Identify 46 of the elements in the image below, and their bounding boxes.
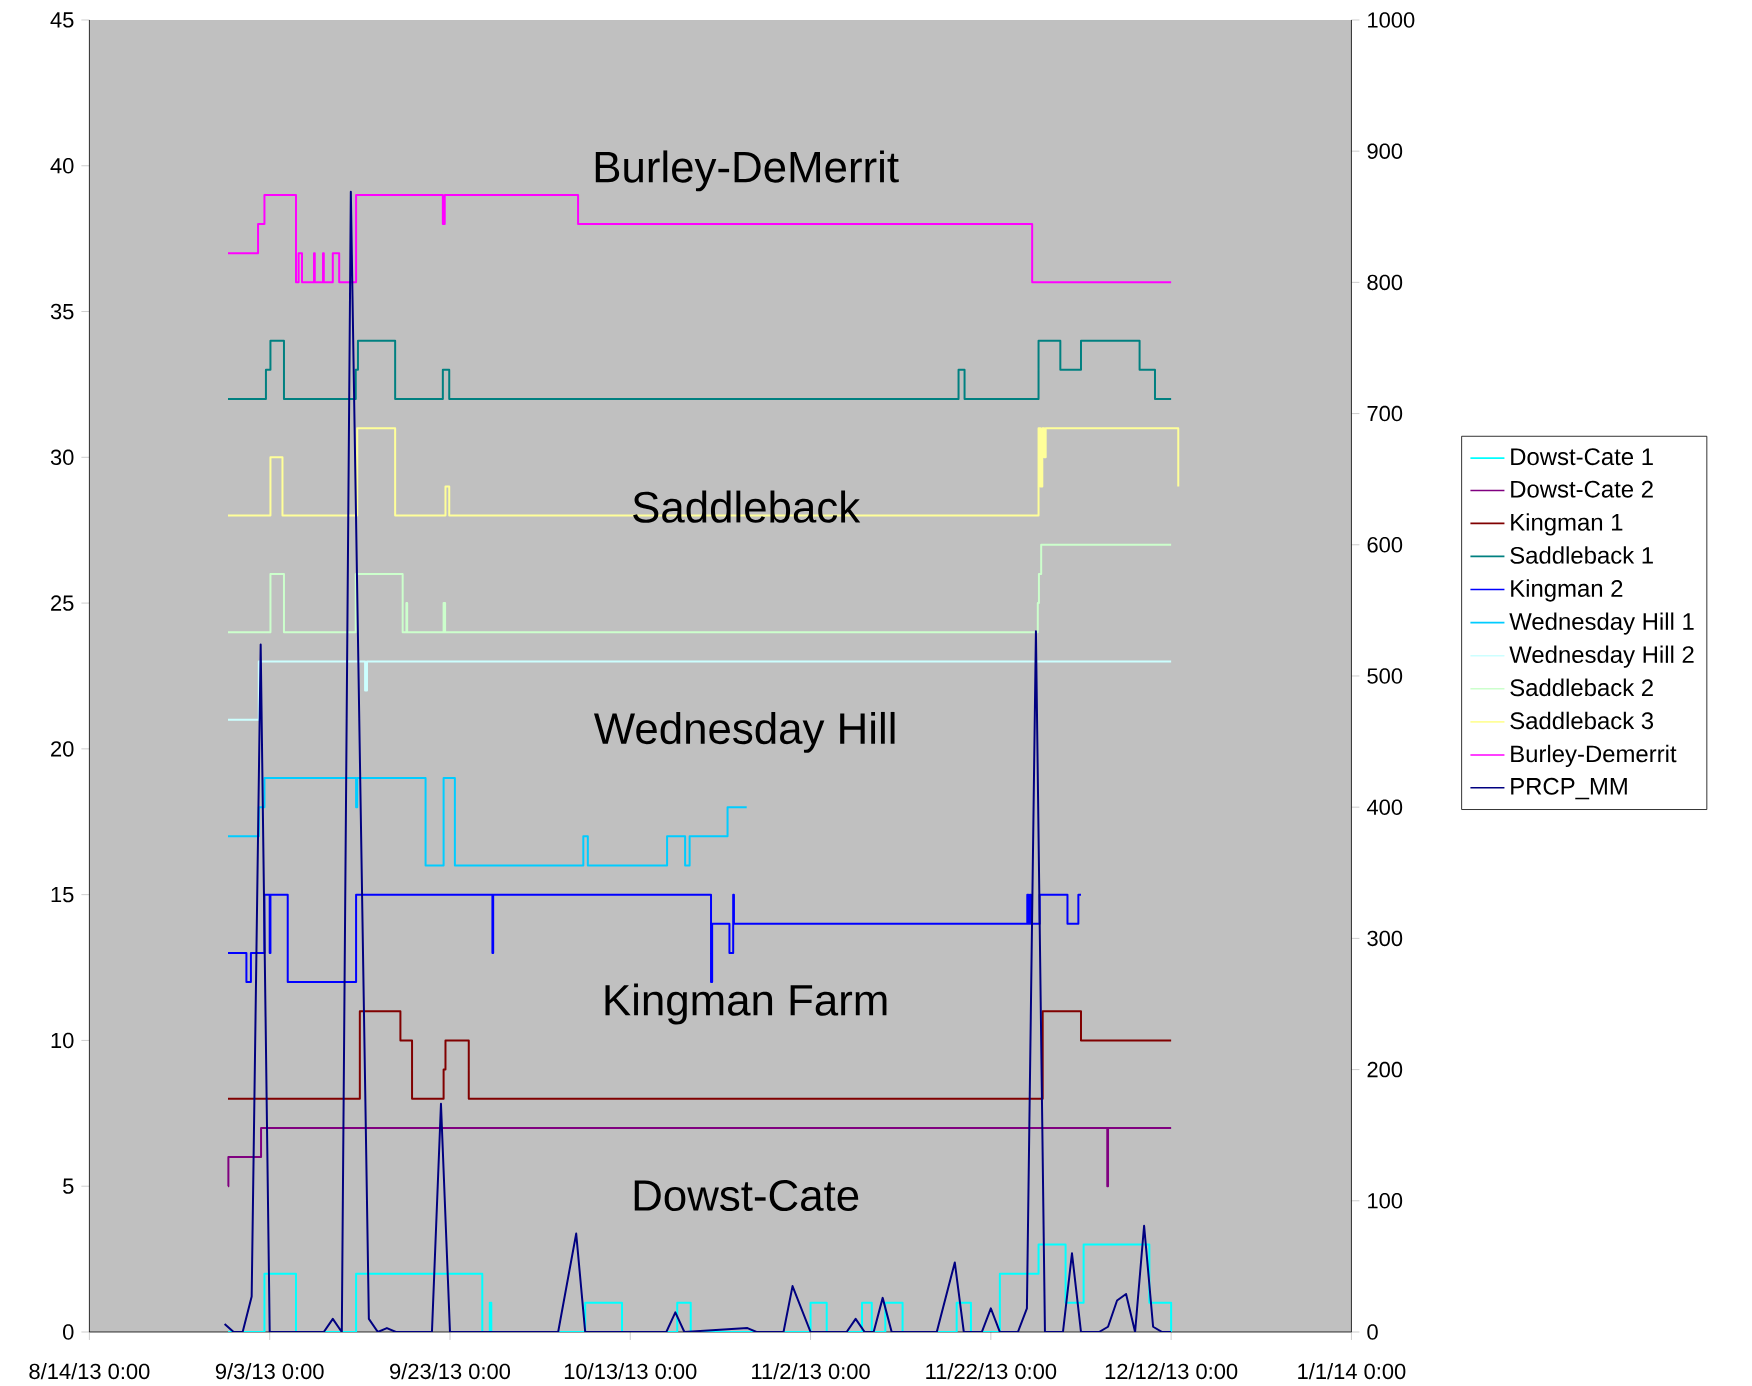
- y-tick-label: 5: [63, 1178, 74, 1194]
- y-tick-label: 10: [51, 1032, 74, 1049]
- annotation: Wednesday Hill: [593, 712, 895, 753]
- legend-label: Saddleback 1: [1510, 546, 1653, 564]
- x-tick-label: 11/22/13 0:00: [926, 1363, 1057, 1380]
- y2-tick-label: 1000: [1368, 12, 1415, 28]
- y-tick-label: 15: [51, 887, 74, 903]
- y-tick-label: 30: [50, 449, 74, 466]
- annotation: Dowst-Cate: [634, 1180, 859, 1212]
- y2-tick-label: 700: [1367, 405, 1403, 422]
- legend-label: Saddleback 2: [1510, 678, 1653, 697]
- y-tick-label: 25: [51, 595, 74, 611]
- x-tick-label: 11/2/13 0:00: [752, 1363, 870, 1380]
- annotation: Kingman Farm: [605, 983, 887, 1025]
- y-tick-label: 40: [50, 158, 74, 174]
- y2-tick-label: 500: [1367, 668, 1403, 684]
- y-tick-label: 20: [51, 741, 74, 757]
- y2-tick-label: 900: [1367, 143, 1403, 160]
- x-tick-label: 12/12/13 0:00: [1105, 1363, 1238, 1380]
- y2-tick-label: 0: [1367, 1324, 1378, 1340]
- x-tick-label: 8/14/13 0:00: [29, 1363, 150, 1380]
- y-tick-label: 35: [50, 303, 74, 320]
- y2-tick-label: 600: [1367, 537, 1403, 553]
- x-tick-label: 9/3/13 0:00: [215, 1363, 324, 1380]
- legend-label: Saddleback 3: [1510, 711, 1654, 730]
- legend-label: Dowst-Cate 2: [1511, 480, 1653, 498]
- annotation: Saddleback: [633, 490, 861, 523]
- y2-tick-label: 100: [1368, 1193, 1403, 1209]
- annotation: Burley-DeMerrit: [595, 150, 899, 192]
- y-tick-label: 45: [50, 12, 74, 28]
- legend-label: Wednesday Hill 2: [1509, 645, 1694, 668]
- line-series: [223, 190, 1173, 1333]
- x-tick-label: 9/23/13 0:00: [390, 1363, 511, 1380]
- y2-tick-label: 300: [1367, 930, 1403, 947]
- legend-label: Wednesday Hill 1: [1509, 612, 1694, 635]
- legend-label: Kingman 2: [1511, 579, 1623, 602]
- legend-label: PRCP_MM: [1511, 777, 1627, 800]
- y2-tick-label: 800: [1367, 274, 1403, 291]
- x-tick-label: 1/1/14 0:00: [1298, 1363, 1406, 1380]
- x-tick-label: 10/13/13 0:00: [564, 1363, 697, 1380]
- legend-label: Burley-Demerrit: [1511, 744, 1677, 768]
- legend-label: Dowst-Cate 1: [1511, 448, 1653, 466]
- y2-tick-label: 400: [1366, 799, 1403, 816]
- legend-label: Kingman 1: [1511, 513, 1623, 536]
- y-tick-label: 0: [63, 1324, 74, 1340]
- y2-tick-label: 200: [1367, 1061, 1403, 1078]
